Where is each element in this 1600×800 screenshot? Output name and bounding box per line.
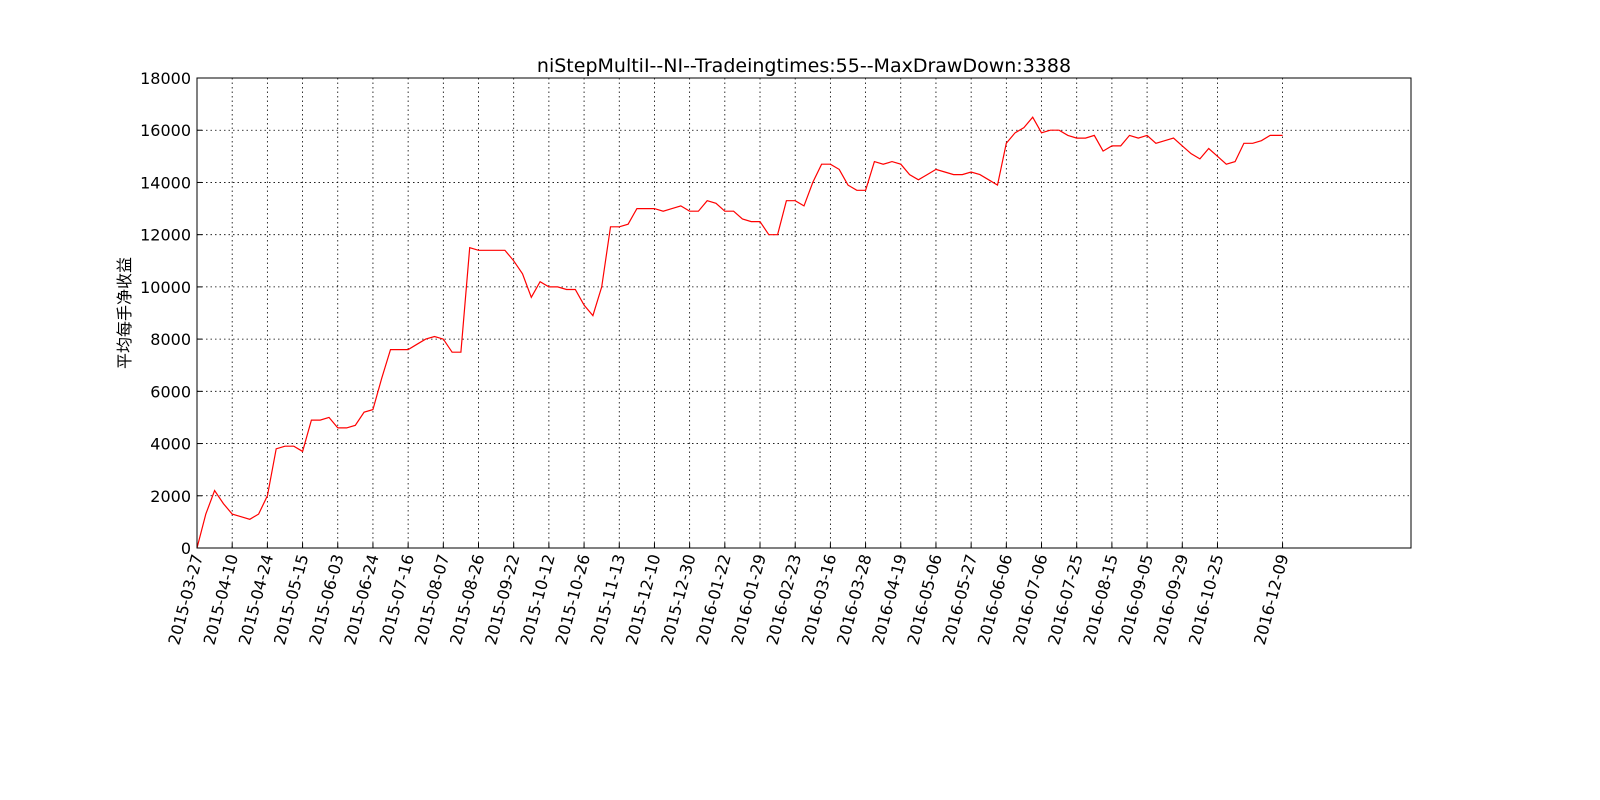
- x-tick-label: 2016-03-16: [798, 552, 840, 647]
- x-tick-label: 2016-02-23: [763, 552, 805, 647]
- x-tick-label: 2016-09-29: [1150, 552, 1192, 647]
- x-tick-label: 2016-08-15: [1079, 552, 1121, 647]
- x-tick-label: 2015-03-27: [164, 552, 206, 647]
- y-tick-label: 0: [181, 539, 191, 558]
- x-tick-label: 2016-05-27: [939, 552, 981, 647]
- chart-title: niStepMultiI--NI--Tradeingtimes:55--MaxD…: [537, 55, 1071, 77]
- x-tick-label: 2015-07-16: [376, 552, 418, 647]
- x-tick-label: 2016-03-28: [833, 552, 875, 647]
- y-tick-label: 14000: [140, 173, 191, 192]
- x-tick-label: 2016-01-22: [692, 552, 734, 647]
- x-tick-label: 2016-09-05: [1115, 552, 1157, 647]
- y-tick-label: 4000: [150, 435, 191, 454]
- y-tick-label: 18000: [140, 69, 191, 88]
- y-tick-label: 2000: [150, 487, 191, 506]
- x-tick-label: 2015-05-15: [270, 552, 312, 647]
- x-tick-label: 2016-10-25: [1185, 552, 1227, 647]
- y-tick-label: 10000: [140, 278, 191, 297]
- x-tick-label: 2015-12-30: [657, 552, 699, 647]
- y-tick-label: 16000: [140, 121, 191, 140]
- x-tick-label: 2015-06-03: [305, 552, 347, 647]
- x-tick-label: 2015-04-24: [235, 552, 277, 647]
- x-tick-label: 2015-08-26: [446, 552, 488, 647]
- x-tick-label: 2016-06-06: [974, 552, 1016, 647]
- x-tick-label: 2015-12-10: [622, 552, 664, 647]
- x-tick-label: 2016-04-19: [868, 552, 910, 647]
- x-tick-label: 2016-01-29: [727, 552, 769, 647]
- x-tick-label: 2016-05-06: [903, 552, 945, 647]
- y-axis-label: 平均每手净收益: [115, 257, 134, 369]
- y-tick-label: 12000: [140, 226, 191, 245]
- x-tick-label: 2016-07-25: [1044, 552, 1086, 647]
- y-tick-label: 6000: [150, 382, 191, 401]
- x-tick-label: 2015-10-12: [516, 552, 558, 647]
- x-tick-label: 2015-06-24: [340, 552, 382, 647]
- x-tick-label: 2015-10-26: [552, 552, 594, 647]
- x-tick-label: 2015-11-13: [587, 552, 629, 647]
- x-tick-label: 2015-09-22: [481, 552, 523, 647]
- line-series: [196, 116, 1283, 549]
- plot-frame: [196, 77, 1412, 549]
- x-tick-label: 2015-04-10: [200, 552, 242, 647]
- x-tick-label: 2015-08-07: [411, 552, 453, 647]
- x-tick-label: 2016-12-09: [1250, 552, 1292, 647]
- x-tick-label: 2016-07-06: [1009, 552, 1051, 647]
- y-tick-label: 8000: [150, 330, 191, 349]
